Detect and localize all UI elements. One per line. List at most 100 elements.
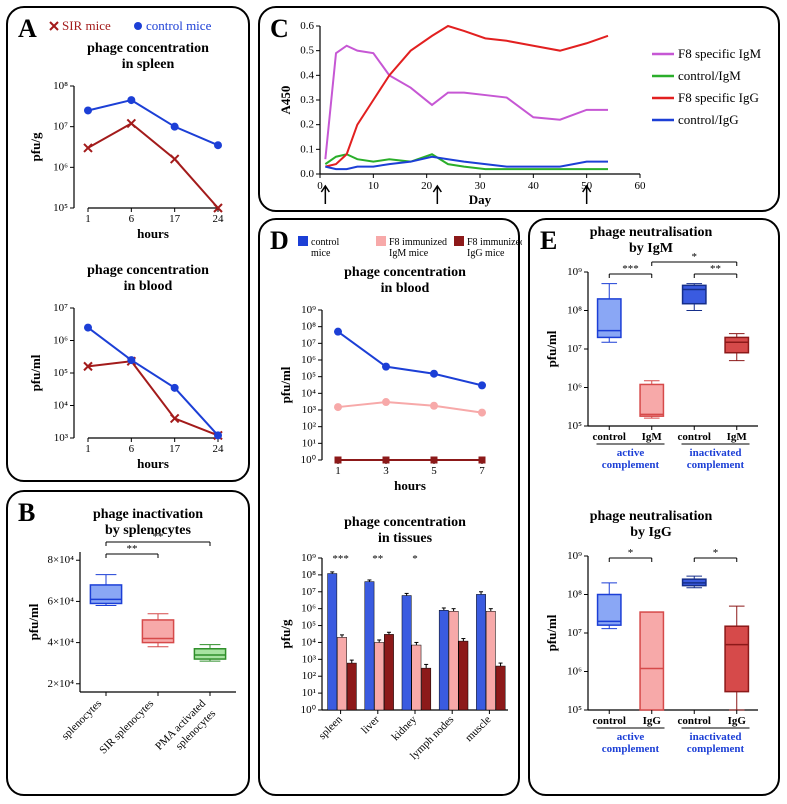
svg-text:control: control <box>593 715 626 727</box>
panel-d-label: D <box>270 226 289 256</box>
svg-text:3: 3 <box>383 465 389 477</box>
svg-text:IgG mice: IgG mice <box>467 248 505 259</box>
svg-text:phage inactivation: phage inactivation <box>93 507 203 522</box>
svg-text:splenocytes: splenocytes <box>59 698 104 743</box>
svg-text:F8 specific IgM: F8 specific IgM <box>678 46 761 61</box>
svg-text:10⁴: 10⁴ <box>53 400 68 412</box>
svg-text:*: * <box>713 547 719 559</box>
svg-text:pfu/ml: pfu/ml <box>28 354 43 391</box>
svg-text:hours: hours <box>137 456 169 471</box>
svg-text:inactivated: inactivated <box>690 731 742 743</box>
svg-text:10⁷: 10⁷ <box>567 627 582 639</box>
svg-text:10⁷: 10⁷ <box>301 337 316 349</box>
svg-text:F8 immunized: F8 immunized <box>389 237 447 248</box>
svg-text:phage concentration: phage concentration <box>344 515 466 530</box>
svg-text:SIR mice: SIR mice <box>62 18 111 33</box>
svg-text:10³: 10³ <box>302 404 317 416</box>
svg-text:6: 6 <box>129 213 135 225</box>
svg-text:phage concentration: phage concentration <box>87 263 209 278</box>
panel-d-svg: controlmiceF8 immunizedIgM miceF8 immuni… <box>260 220 522 798</box>
svg-text:hours: hours <box>137 226 169 241</box>
svg-text:kidney: kidney <box>389 713 419 743</box>
svg-text:10⁵: 10⁵ <box>53 202 68 214</box>
svg-text:0.2: 0.2 <box>300 119 314 131</box>
svg-text:17: 17 <box>169 213 181 225</box>
svg-text:0.6: 0.6 <box>300 20 314 32</box>
svg-text:10⁵: 10⁵ <box>567 420 582 432</box>
svg-text:control mice: control mice <box>146 18 212 33</box>
panel-a-label: A <box>18 14 37 44</box>
svg-text:A450: A450 <box>278 86 293 115</box>
svg-text:**: ** <box>153 531 164 543</box>
svg-text:6×10⁴: 6×10⁴ <box>47 595 74 607</box>
svg-text:*: * <box>692 251 698 263</box>
svg-text:10⁶: 10⁶ <box>301 354 316 366</box>
svg-text:30: 30 <box>475 180 487 192</box>
svg-text:10⁷: 10⁷ <box>301 586 316 598</box>
svg-text:IgM: IgM <box>727 431 748 443</box>
svg-text:muscle: muscle <box>463 714 494 745</box>
svg-text:phage neutralisation: phage neutralisation <box>590 509 713 524</box>
svg-text:pfu/ml: pfu/ml <box>544 330 559 367</box>
svg-text:Day: Day <box>469 192 492 207</box>
svg-text:10⁸: 10⁸ <box>567 305 582 317</box>
svg-text:***: *** <box>622 263 639 275</box>
svg-text:control/IgM: control/IgM <box>678 68 741 83</box>
svg-text:10⁹: 10⁹ <box>567 266 582 278</box>
svg-text:by splenocytes: by splenocytes <box>105 523 192 538</box>
svg-text:complement: complement <box>602 743 660 755</box>
svg-text:pfu/ml: pfu/ml <box>26 603 41 640</box>
svg-text:10⁶: 10⁶ <box>567 382 582 394</box>
svg-text:10⁷: 10⁷ <box>53 121 68 133</box>
svg-text:hours: hours <box>394 478 426 493</box>
svg-text:in blood: in blood <box>381 281 430 296</box>
panel-b: B phage inactivationby splenocytes2×10⁴4… <box>6 490 250 796</box>
svg-text:10⁶: 10⁶ <box>567 666 582 678</box>
svg-text:*: * <box>628 547 634 559</box>
svg-text:***: *** <box>332 553 349 565</box>
svg-text:phage neutralisation: phage neutralisation <box>590 225 713 240</box>
svg-text:**: ** <box>127 543 138 555</box>
svg-text:2×10⁴: 2×10⁴ <box>47 678 74 690</box>
svg-text:10¹: 10¹ <box>302 687 316 699</box>
svg-text:10⁹: 10⁹ <box>567 550 582 562</box>
svg-text:mice: mice <box>311 248 331 259</box>
svg-text:phage concentration: phage concentration <box>87 41 209 56</box>
svg-text:complement: complement <box>687 459 745 471</box>
svg-text:6: 6 <box>129 443 135 455</box>
svg-text:inactivated: inactivated <box>690 447 742 459</box>
svg-text:active: active <box>617 731 645 743</box>
panel-d: D controlmiceF8 immunizedIgM miceF8 immu… <box>258 218 520 796</box>
svg-text:IgG: IgG <box>643 715 662 727</box>
panel-c: C 0.00.10.20.30.40.50.6A4500102030405060… <box>258 6 780 212</box>
svg-text:24: 24 <box>213 213 225 225</box>
svg-text:10⁵: 10⁵ <box>53 367 68 379</box>
svg-text:10⁴: 10⁴ <box>301 387 316 399</box>
svg-text:10⁶: 10⁶ <box>53 335 68 347</box>
svg-text:control: control <box>678 715 711 727</box>
svg-text:10⁵: 10⁵ <box>567 704 582 716</box>
panel-c-svg: 0.00.10.20.30.40.50.6A4500102030405060Da… <box>260 8 782 214</box>
svg-text:SIR splenocytes: SIR splenocytes <box>97 698 156 757</box>
svg-text:1: 1 <box>335 465 341 477</box>
svg-text:by IgG: by IgG <box>630 525 672 540</box>
svg-text:0.5: 0.5 <box>300 45 314 57</box>
svg-text:10²: 10² <box>302 670 317 682</box>
svg-text:1: 1 <box>85 213 91 225</box>
svg-text:10⁴: 10⁴ <box>301 636 316 648</box>
svg-text:10: 10 <box>368 180 380 192</box>
panel-b-svg: phage inactivationby splenocytes2×10⁴4×1… <box>8 492 252 798</box>
svg-text:60: 60 <box>635 180 647 192</box>
svg-text:complement: complement <box>687 743 745 755</box>
svg-text:10³: 10³ <box>54 432 69 444</box>
svg-text:phage concentration: phage concentration <box>344 265 466 280</box>
svg-text:pfu/g: pfu/g <box>278 619 293 648</box>
svg-text:IgG: IgG <box>728 715 747 727</box>
svg-text:F8 immunized: F8 immunized <box>467 237 522 248</box>
svg-text:40: 40 <box>528 180 540 192</box>
panel-c-label: C <box>270 14 289 44</box>
svg-text:pfu/ml: pfu/ml <box>278 366 293 403</box>
svg-text:10⁵: 10⁵ <box>301 371 316 383</box>
svg-text:10⁸: 10⁸ <box>301 321 316 333</box>
svg-text:*: * <box>412 553 418 565</box>
